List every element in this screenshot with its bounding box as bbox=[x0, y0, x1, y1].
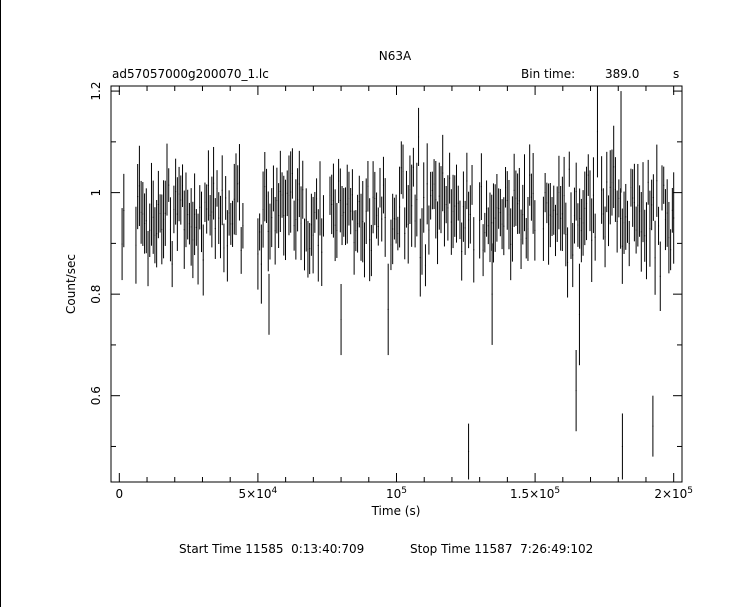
chart-title: N63A bbox=[379, 49, 412, 63]
data-marks bbox=[121, 86, 675, 480]
x-tick-label: 2×105 bbox=[654, 486, 693, 501]
plot-frame bbox=[110, 85, 683, 483]
y-tick-label: 1.2 bbox=[89, 82, 103, 101]
x-tick-label: 105 bbox=[386, 486, 407, 501]
window-edge bbox=[0, 0, 1, 607]
y-tick-label: 1 bbox=[89, 189, 103, 197]
x-axis: 0 5×104 105 1.5×105 2×105 bbox=[115, 86, 693, 501]
file-label: ad57057000g200070_1.lc bbox=[112, 67, 269, 81]
stop-time: Stop Time 11587 7:26:49:102 bbox=[410, 542, 594, 556]
bin-time-value: 389.0 bbox=[605, 67, 639, 81]
bin-time-label: Bin time: bbox=[521, 67, 575, 81]
bin-time-unit: s bbox=[673, 67, 679, 81]
x-tick-label: 1.5×105 bbox=[510, 486, 560, 501]
y-axis-label: Count/sec bbox=[64, 254, 78, 314]
x-tick-label: 5×104 bbox=[239, 486, 278, 501]
x-axis-label: Time (s) bbox=[371, 504, 421, 518]
y-tick-label: 0.8 bbox=[89, 285, 103, 304]
y-axis: 0.6 0.8 1 1.2 bbox=[89, 82, 682, 447]
y-tick-label: 0.6 bbox=[89, 386, 103, 405]
x-tick-label: 0 bbox=[115, 487, 123, 501]
start-time: Start Time 11585 0:13:40:709 bbox=[179, 542, 365, 556]
